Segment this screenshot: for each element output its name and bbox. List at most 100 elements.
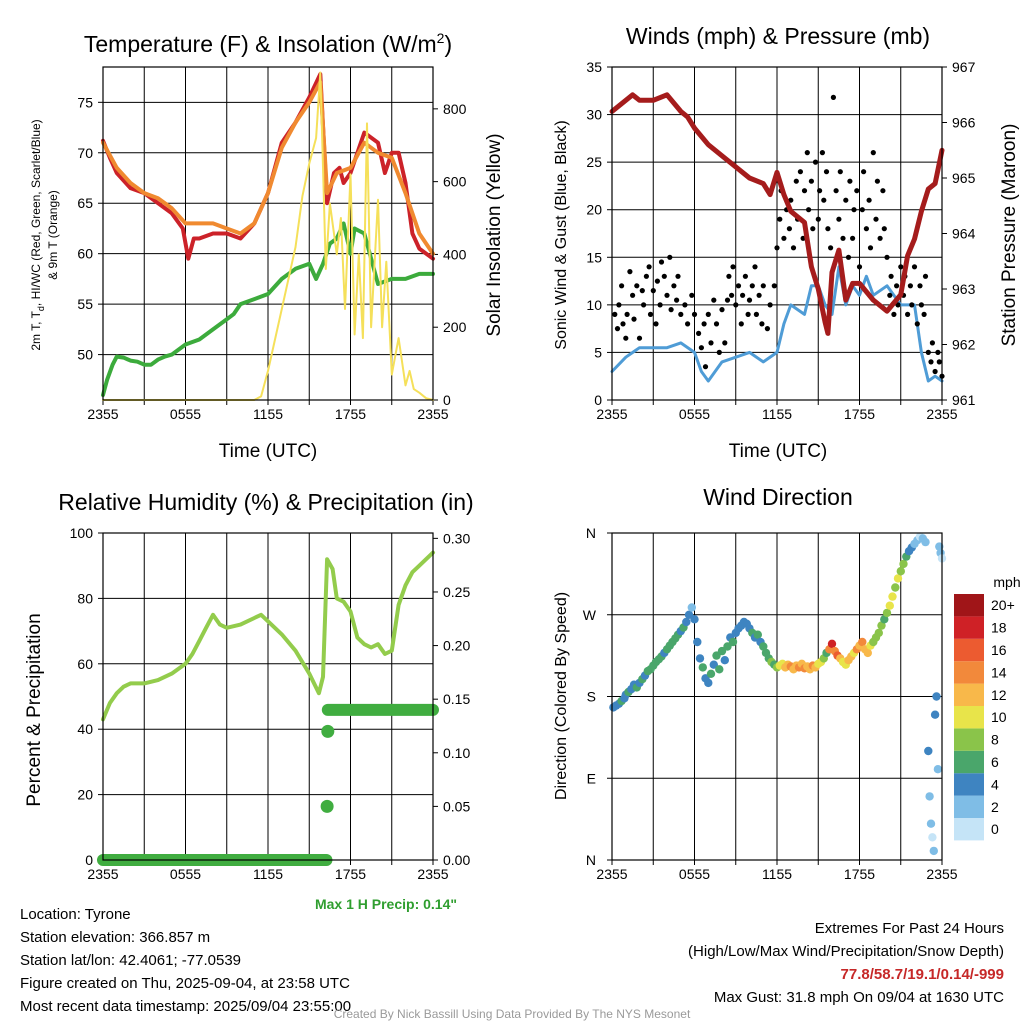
rh-ytick-label: 80 xyxy=(77,590,93,606)
gust-point xyxy=(918,302,925,308)
colorbar-swatch xyxy=(954,795,984,818)
created-text: Figure created on Thu, 2025-09-04, at 23… xyxy=(20,975,350,992)
wind-direction-point xyxy=(891,583,900,592)
precip-point xyxy=(320,799,334,813)
wind-direction-point xyxy=(926,819,936,828)
rh-ytick-label: 20 xyxy=(77,787,93,803)
gust-point xyxy=(797,169,804,175)
wdir-xtick-label: 2355 xyxy=(926,866,957,882)
gust-point xyxy=(612,311,618,317)
wdir-xtick-label: 2355 xyxy=(596,866,627,882)
gust-point xyxy=(658,259,665,265)
gust-point xyxy=(724,297,731,303)
winds-y2tick-label: 962 xyxy=(952,337,976,353)
gust-point xyxy=(790,245,797,251)
wind-direction-point xyxy=(759,642,768,651)
temp-ytick-label: 75 xyxy=(77,94,93,110)
gust-point xyxy=(905,311,911,317)
colorbar-swatch xyxy=(954,818,984,841)
gust-point xyxy=(682,302,688,308)
rh-ytick-label: 40 xyxy=(77,721,93,737)
rh-xtick-label: 0555 xyxy=(170,866,201,882)
wdir-xtick-label: 1155 xyxy=(762,866,792,882)
gust-point xyxy=(840,235,846,241)
gust-point xyxy=(793,178,799,184)
winds-y2tick-label: 963 xyxy=(952,281,976,297)
gust-point xyxy=(929,340,936,346)
gust-point xyxy=(685,321,691,327)
gust-point xyxy=(729,292,735,298)
gust-point xyxy=(650,288,656,294)
precip-point xyxy=(321,724,335,738)
gust-point xyxy=(819,150,826,156)
wind-direction-point xyxy=(928,833,937,842)
wind-direction-point xyxy=(720,656,729,665)
gust-point xyxy=(874,178,881,184)
gust-point xyxy=(856,264,863,270)
wind-direction-point xyxy=(690,615,699,624)
gust-point xyxy=(716,349,722,355)
elevation-text: Station elevation: 366.857 m xyxy=(20,929,211,946)
gust-point xyxy=(636,335,643,341)
temp-ytick-label: 55 xyxy=(77,296,93,312)
wind-direction-point xyxy=(929,846,938,856)
location-text: Location: Tyrone xyxy=(20,906,131,923)
winds-ylabel-right: Station Pressure (Maroon) xyxy=(999,124,1020,347)
gust-point xyxy=(867,245,874,251)
temp-ytick-label: 70 xyxy=(77,145,93,161)
wind-direction-point xyxy=(693,637,702,647)
gust-point xyxy=(825,226,831,232)
gust-point xyxy=(810,226,816,232)
gust-point xyxy=(808,178,815,184)
gust-point xyxy=(746,297,753,303)
temp-y2tick-label: 200 xyxy=(443,319,467,335)
gust-point xyxy=(742,273,749,279)
wind-direction-point xyxy=(888,592,897,601)
gust-point xyxy=(664,292,670,298)
rh-ytick-label: 60 xyxy=(77,656,93,672)
gust-point xyxy=(708,340,714,346)
gust-point xyxy=(726,273,732,279)
gust-point xyxy=(815,216,821,222)
gust-point xyxy=(738,321,744,327)
gust-point xyxy=(870,150,876,156)
sonic-wind-line xyxy=(610,265,944,383)
gust-point xyxy=(623,335,629,341)
gust-point xyxy=(801,188,808,194)
wind-direction-point xyxy=(874,628,883,638)
gust-point xyxy=(843,197,849,203)
gust-point xyxy=(730,264,736,270)
temp-frame xyxy=(102,66,434,401)
temp-y2tick-label: 600 xyxy=(443,174,467,190)
winds-ytick-label: 20 xyxy=(586,202,602,218)
gust-point xyxy=(788,197,794,203)
gust-point xyxy=(639,288,645,294)
colorbar-label: 8 xyxy=(991,732,999,748)
wind-direction-point xyxy=(899,559,908,569)
gust-point xyxy=(877,235,883,241)
gust-point xyxy=(674,297,680,303)
wind-direction-point xyxy=(880,615,889,624)
temp-title-end: ) xyxy=(444,31,452,57)
rh-y2tick-label: 0.00 xyxy=(443,852,470,868)
gust-point xyxy=(898,264,904,270)
gust-point xyxy=(866,197,872,203)
gust-point xyxy=(760,283,766,289)
gust-point xyxy=(806,207,812,213)
winds-ytick-label: 15 xyxy=(586,249,602,265)
gust-point xyxy=(863,226,870,232)
wind-direction-point xyxy=(877,621,886,630)
gust-point xyxy=(614,326,621,332)
gust-point xyxy=(804,150,810,156)
gust-point xyxy=(880,188,886,194)
colorbar-swatch xyxy=(954,661,984,684)
wdir-xtick-label: 1755 xyxy=(844,866,875,882)
gust-point xyxy=(907,283,914,289)
gust-point xyxy=(914,321,920,327)
wind-direction-point xyxy=(863,648,872,658)
wdir-ytick-label: S xyxy=(587,689,596,705)
temp-y2tick-label: 0 xyxy=(443,392,451,408)
rh-xtick-label: 1755 xyxy=(335,866,366,882)
gust-point xyxy=(711,297,717,303)
rh-y2tick-label: 0.05 xyxy=(443,798,470,814)
